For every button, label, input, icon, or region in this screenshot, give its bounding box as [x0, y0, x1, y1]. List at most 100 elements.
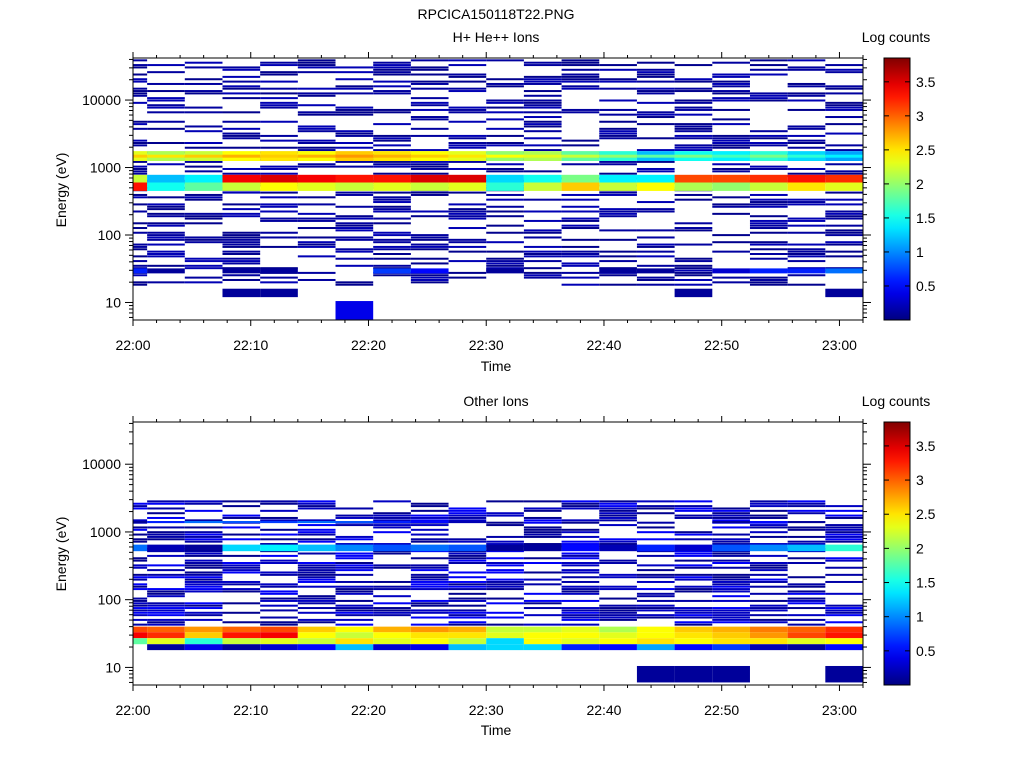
spectrogram-cell	[410, 533, 449, 536]
spectrogram-cell	[147, 554, 185, 557]
spectrogram-cell	[749, 626, 788, 633]
spectrogram-cell	[787, 274, 826, 277]
spectrogram-cell	[410, 516, 449, 519]
spectrogram-cell	[260, 521, 298, 524]
spectrogram-cell	[260, 528, 298, 531]
spectrogram-cell	[561, 554, 600, 557]
spectrogram-cell	[523, 562, 562, 565]
spectrogram-cell	[448, 210, 487, 213]
spectrogram-cell	[674, 106, 713, 109]
spectrogram-cell	[373, 208, 411, 211]
spectrogram-cell	[147, 607, 185, 610]
spectrogram-cell	[523, 557, 562, 560]
spectrogram-cell	[674, 507, 713, 510]
top-colorbar: 0.5 1 1.5 2 2.5 3 3.5	[883, 57, 936, 321]
spectrogram-cell	[335, 552, 374, 555]
spectrogram-cell	[523, 61, 562, 64]
bottom-colorbar: 0.5 1 1.5 2 2.5 3 3.5	[883, 421, 936, 686]
spectrogram-cell	[335, 106, 374, 109]
spectrogram-cell	[599, 163, 637, 166]
spectrogram-cell	[133, 602, 148, 605]
spectrogram-cell	[636, 604, 675, 607]
spectrogram-cell	[825, 149, 863, 152]
spectrogram-cell	[147, 236, 185, 239]
spectrogram-cell	[599, 193, 637, 196]
spectrogram-cell	[448, 73, 487, 76]
spectrogram-cell	[410, 557, 449, 560]
spectrogram-cell	[448, 609, 487, 612]
spectrogram-cell	[561, 540, 600, 543]
colorbar-tick-label: 2	[916, 540, 924, 556]
spectrogram-cell	[749, 514, 788, 517]
spectrogram-cell	[636, 160, 675, 163]
spectrogram-cell	[674, 222, 713, 225]
spectrogram-cell	[335, 111, 374, 114]
spectrogram-cell	[599, 238, 637, 241]
spectrogram-cell	[749, 203, 788, 206]
spectrogram-cell	[222, 268, 261, 274]
spectrogram-cell	[410, 243, 449, 246]
spectrogram-cell	[448, 154, 487, 158]
spectrogram-cell	[335, 113, 374, 116]
spectrogram-cell	[297, 578, 336, 581]
spectrogram-cell	[749, 544, 788, 552]
spectrogram-cell	[373, 154, 411, 158]
spectrogram-cell	[561, 535, 600, 538]
spectrogram-cell	[335, 222, 374, 225]
spectrogram-cell	[184, 92, 223, 95]
spectrogram-cell	[599, 127, 637, 130]
spectrogram-cell	[674, 644, 713, 651]
spectrogram-cell	[222, 212, 261, 215]
spectrogram-cell	[184, 500, 223, 503]
spectrogram-cell	[184, 562, 223, 565]
spectrogram-cell	[561, 264, 600, 267]
spectrogram-cell	[448, 167, 487, 170]
spectrogram-cell	[787, 108, 826, 111]
spectrogram-cell	[825, 92, 863, 95]
spectrogram-cell	[599, 604, 637, 607]
spectrogram-cell	[523, 174, 562, 185]
spectrogram-cell	[636, 554, 675, 557]
spectrogram-cell	[712, 644, 750, 651]
spectrogram-cell	[410, 623, 449, 626]
spectrogram-cell	[636, 573, 675, 576]
spectrogram-cell	[523, 602, 562, 605]
spectrogram-cell	[448, 238, 487, 241]
spectrogram-cell	[297, 538, 336, 541]
spectrogram-cell	[712, 552, 750, 555]
spectrogram-cell	[486, 583, 524, 586]
spectrogram-cell	[825, 64, 863, 67]
spectrogram-cell	[260, 92, 298, 95]
spectrogram-cell	[222, 132, 261, 135]
spectrogram-cell	[825, 101, 863, 104]
spectrogram-cell	[297, 111, 336, 114]
spectrogram-cell	[133, 64, 148, 67]
x-tick-label: 22:10	[233, 337, 268, 353]
spectrogram-cell	[297, 92, 336, 95]
spectrogram-cell	[825, 566, 863, 569]
spectrogram-cell	[133, 538, 148, 541]
spectrogram-cell	[184, 583, 223, 586]
spectrogram-cell	[335, 71, 374, 74]
spectrogram-cell	[825, 609, 863, 612]
spectrogram-cell	[599, 80, 637, 83]
spectrogram-cell	[147, 120, 185, 123]
spectrogram-cell	[674, 500, 713, 503]
spectrogram-cell	[184, 106, 223, 109]
spectrogram-cell	[448, 108, 487, 111]
spectrogram-cell	[674, 229, 713, 232]
spectrogram-cell	[260, 516, 298, 519]
spectrogram-cell	[486, 257, 524, 260]
spectrogram-cell	[147, 208, 185, 211]
spectrogram-cell	[749, 599, 788, 602]
spectrogram-cell	[486, 578, 524, 581]
spectrogram-cell	[335, 283, 374, 286]
spectrogram-cell	[486, 170, 524, 173]
spectrogram-cell	[448, 538, 487, 541]
spectrogram-cell	[674, 533, 713, 536]
spectrogram-cell	[133, 638, 148, 645]
spectrogram-cell	[523, 229, 562, 232]
spectrogram-cell	[184, 215, 223, 218]
spectrogram-cell	[410, 257, 449, 260]
spectrogram-cell	[410, 167, 449, 170]
